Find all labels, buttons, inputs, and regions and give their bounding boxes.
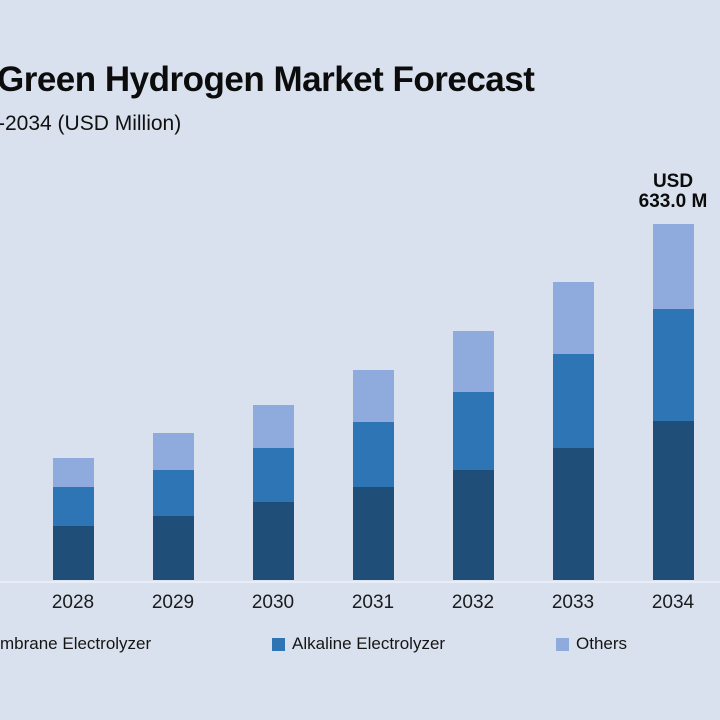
bar-segment-2032 — [452, 391, 494, 470]
bar-segment-2032 — [452, 330, 494, 392]
legend-label: Others — [576, 634, 628, 653]
value-annotation-2034: USD 633.0 M — [600, 172, 720, 212]
x-axis-label-2030: 2030 — [251, 592, 295, 613]
legend-swatch-alkaline — [272, 637, 285, 651]
bar-2034 — [652, 224, 694, 580]
bar-segment-2031 — [352, 370, 394, 422]
legend-label: mbrane Electrolyzer — [0, 634, 152, 653]
x-axis-line — [0, 581, 720, 583]
bar-2032 — [452, 330, 494, 580]
bar-2029 — [152, 433, 194, 580]
x-axis-label-2032: 2032 — [451, 592, 495, 613]
bar-segment-2028 — [52, 525, 94, 580]
bar-segment-2030 — [252, 405, 294, 448]
bar-2031 — [352, 370, 394, 580]
bar-segment-2029 — [152, 433, 194, 470]
bar-segment-2034 — [652, 224, 694, 309]
bar-segment-2033 — [552, 447, 594, 580]
bar-segment-2033 — [552, 281, 594, 354]
legend-item-membrane-electrolyzer: mbrane Electrolyzer — [0, 634, 151, 654]
bar-segment-2031 — [352, 487, 394, 580]
chart-title: Green Hydrogen Market Forecast — [0, 60, 535, 99]
bar-segment-2031 — [352, 421, 394, 488]
x-axis-label-2029: 2029 — [151, 592, 195, 613]
bar-segment-2033 — [552, 353, 594, 448]
legend-label: Alkaline Electrolyzer — [292, 634, 446, 653]
bar-2028 — [52, 457, 94, 580]
x-axis-label-2028: 2028 — [51, 592, 95, 613]
bar-segment-2034 — [652, 308, 694, 421]
bar-segment-2034 — [652, 420, 694, 580]
x-axis-label-2034: 2034 — [651, 592, 695, 613]
bar-segment-2029 — [152, 469, 194, 516]
bar-segment-2028 — [52, 457, 94, 488]
x-axis-label-2033: 2033 — [551, 592, 595, 613]
value-annotation-line1: USD — [652, 171, 694, 192]
bar-segment-2030 — [252, 447, 294, 502]
bar-segment-2029 — [152, 515, 194, 580]
bar-segment-2028 — [52, 487, 94, 526]
legend-item-others: Others — [556, 634, 627, 654]
value-annotation-line2: 633.0 M — [638, 191, 708, 212]
legend-swatch-others — [556, 637, 569, 651]
bar-segment-2032 — [452, 469, 494, 580]
bar-segment-2030 — [252, 501, 294, 580]
x-axis-label-2031: 2031 — [351, 592, 395, 613]
bar-2033 — [552, 281, 594, 580]
bar-2030 — [252, 405, 294, 580]
legend-item-alkaline-electrolyzer: Alkaline Electrolyzer — [272, 634, 445, 654]
legend: mbrane Electrolyzer Alkaline Electrolyze… — [0, 634, 720, 654]
chart-subtitle: -2034 (USD Million) — [0, 112, 182, 135]
